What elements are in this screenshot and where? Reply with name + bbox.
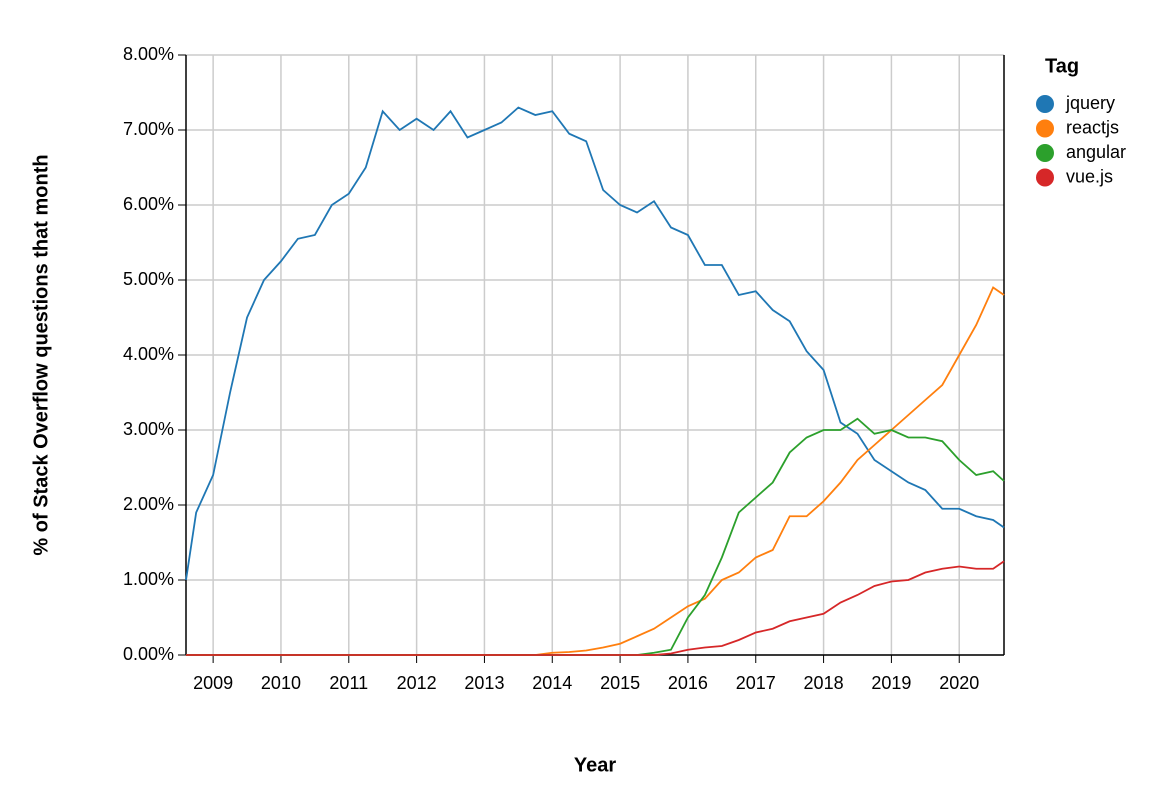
x-tick-label: 2014 [532,673,572,693]
x-tick-label: 2019 [871,673,911,693]
x-tick-label: 2012 [397,673,437,693]
y-tick-label: 8.00% [123,44,174,64]
x-tick-label: 2009 [193,673,233,693]
x-tick-label: 2013 [464,673,504,693]
legend-label: angular [1066,142,1126,162]
x-tick-label: 2011 [329,673,368,693]
y-tick-label: 7.00% [123,119,174,139]
series-line [186,560,1005,656]
legend-label: reactjs [1066,117,1119,137]
y-axis-title: % of Stack Overflow questions that month [30,154,52,555]
y-tick-label: 4.00% [123,344,174,364]
y-tick-label: 6.00% [123,194,174,214]
x-tick-label: 2017 [736,673,776,693]
x-tick-label: 2010 [261,673,301,693]
y-tick-label: 2.00% [123,494,174,514]
x-tick-label: 2018 [804,673,844,693]
series-line [186,286,1005,656]
series-line [186,417,1005,656]
y-tick-label: 0.00% [123,644,174,664]
legend-swatch [1036,168,1054,187]
legend-swatch [1036,95,1054,113]
x-tick-label: 2020 [939,673,979,693]
legend-label: vue.js [1066,166,1113,186]
y-tick-label: 1.00% [123,569,174,589]
y-tick-label: 5.00% [123,269,174,289]
x-axis-title: Year [574,754,616,776]
series-line [185,106,1005,581]
legend-swatch [1036,119,1054,138]
legend-swatch [1036,144,1054,162]
legend-label: jquery [1065,93,1115,113]
legend-title: Tag [1045,55,1079,77]
x-tick-label: 2016 [668,673,708,693]
x-tick-label: 2015 [600,673,640,693]
y-tick-label: 3.00% [123,419,174,439]
